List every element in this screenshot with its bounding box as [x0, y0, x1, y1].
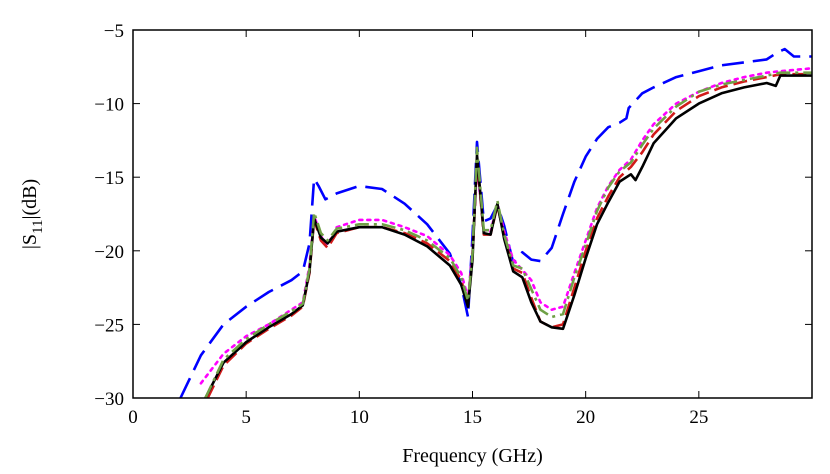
x-tick-label: 20: [576, 407, 595, 428]
series-line-blue-dashed: [179, 47, 812, 399]
plot-frame: [132, 29, 813, 399]
series-line-red-dashed: [206, 72, 812, 399]
x-tick-label: 0: [128, 407, 138, 428]
x-tick-label: 10: [350, 407, 369, 428]
y-tick-label: −10: [94, 95, 124, 116]
y-tick-label: −5: [104, 21, 124, 42]
x-tick-label: 5: [241, 407, 251, 428]
series-lines: [179, 47, 814, 399]
y-tick-label: −15: [94, 168, 124, 189]
x-tick-label: 25: [689, 407, 708, 428]
x-tick-label: 15: [463, 407, 482, 428]
y-tick-label: −25: [94, 315, 124, 336]
y-tick-label: −20: [94, 242, 124, 263]
x-axis-label: Frequency (GHz): [402, 445, 543, 467]
series-line-magenta-dotted: [199, 67, 814, 385]
y-axis-label-subscript: 11: [30, 220, 46, 234]
series-line-green-dashdot: [204, 71, 812, 399]
y-axis-label-suffix: |(dB): [19, 179, 41, 220]
tick-labels: 0 5 10 15 20 25 −30 −25 −20 −15 −10 −5: [94, 21, 708, 428]
series-line-black-solid: [204, 74, 812, 399]
y-axis-label-prefix: |S: [19, 234, 41, 249]
y-tick-label: −30: [94, 389, 124, 410]
y-axis-label: |S11|(dB): [19, 179, 46, 249]
